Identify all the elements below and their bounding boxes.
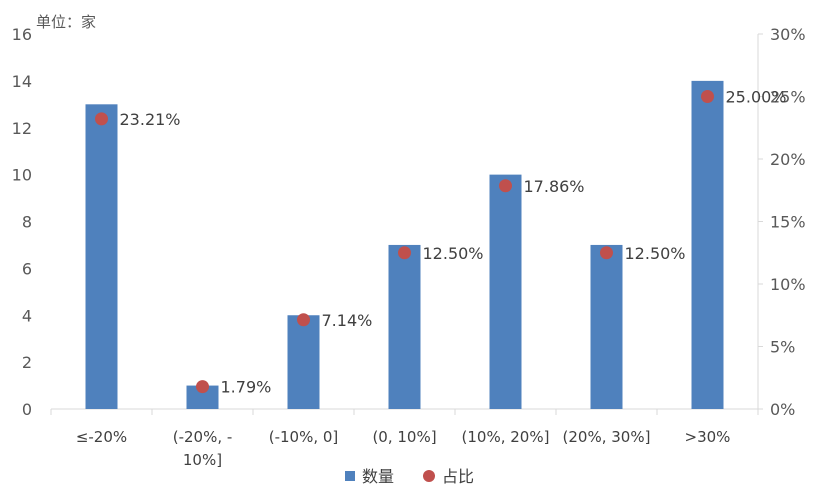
- data-label: 7.14%: [322, 311, 373, 330]
- data-label: 1.79%: [221, 378, 272, 397]
- y-right-tick-label: 25%: [770, 88, 806, 107]
- category-label: (-10%, 0]: [269, 428, 339, 446]
- category-label: (20%, 30%]: [563, 428, 651, 446]
- category-label: 10%]: [183, 451, 222, 469]
- category-labels: ≤-20% (-20%, - 10%] (-10%, 0] (0, 10%] (10%, …: [76, 428, 731, 469]
- data-point: [95, 112, 108, 126]
- legend-swatch-point: [423, 470, 435, 482]
- bar: [186, 385, 219, 409]
- y-left-tick-label: 14: [12, 72, 32, 91]
- y-left-tick-label: 16: [12, 25, 32, 44]
- data-label: 23.21%: [120, 110, 181, 129]
- category-label: (0, 10%]: [372, 428, 436, 446]
- y-right-tick-label: 30%: [770, 25, 806, 44]
- data-label: 12.50%: [423, 244, 484, 263]
- data-labels: 23.21% 1.79% 7.14% 12.50% 17.86% 12.50% 25.00%: [120, 88, 787, 397]
- y-right-tick-label: 5%: [770, 338, 795, 357]
- bar: [287, 315, 320, 409]
- data-point: [398, 246, 411, 260]
- bar: [489, 174, 522, 409]
- legend: 数量 占比: [345, 467, 474, 486]
- legend-swatch-bar: [345, 471, 355, 481]
- y-right-tick-label: 20%: [770, 150, 806, 169]
- bar: [388, 244, 421, 409]
- category-label: (-20%, -: [173, 428, 233, 446]
- y-right-tick-label: 10%: [770, 275, 806, 294]
- y-left-tick-label: 6: [22, 259, 32, 278]
- y-left-tick-label: 10: [12, 166, 32, 185]
- data-label: 17.86%: [524, 177, 585, 196]
- bar: [691, 80, 724, 409]
- bar: [85, 104, 118, 409]
- data-point: [701, 90, 714, 103]
- data-label: 25.00%: [726, 88, 787, 107]
- y-left-tick-label: 12: [12, 119, 32, 138]
- category-label: (10%, 20%]: [462, 428, 550, 446]
- bar: [590, 244, 623, 409]
- legend-label-bar: 数量: [362, 467, 394, 486]
- data-point: [297, 313, 310, 327]
- y-left-tick-label: 0: [22, 400, 32, 419]
- unit-label: 单位：家: [36, 13, 96, 31]
- data-point: [196, 380, 209, 394]
- category-label: ≤-20%: [76, 428, 127, 446]
- y-right-tick-label: 0%: [770, 400, 795, 419]
- x-axis-ticks: [50, 409, 759, 415]
- category-label: >30%: [685, 428, 731, 446]
- left-axis: 0 2 4 6 8 10 12 14 16: [12, 25, 32, 419]
- right-axis: 0% 5% 10% 15% 20% 25% 30%: [757, 25, 806, 419]
- legend-label-point: 占比: [442, 467, 474, 486]
- point-series: [95, 90, 714, 394]
- data-point: [600, 246, 613, 260]
- bar-series: [85, 80, 724, 409]
- data-label: 12.50%: [625, 244, 686, 263]
- y-left-tick-label: 2: [22, 353, 32, 372]
- data-point: [499, 179, 512, 193]
- y-left-tick-label: 8: [22, 213, 32, 232]
- y-left-tick-label: 4: [22, 306, 32, 325]
- y-right-tick-label: 15%: [770, 213, 806, 232]
